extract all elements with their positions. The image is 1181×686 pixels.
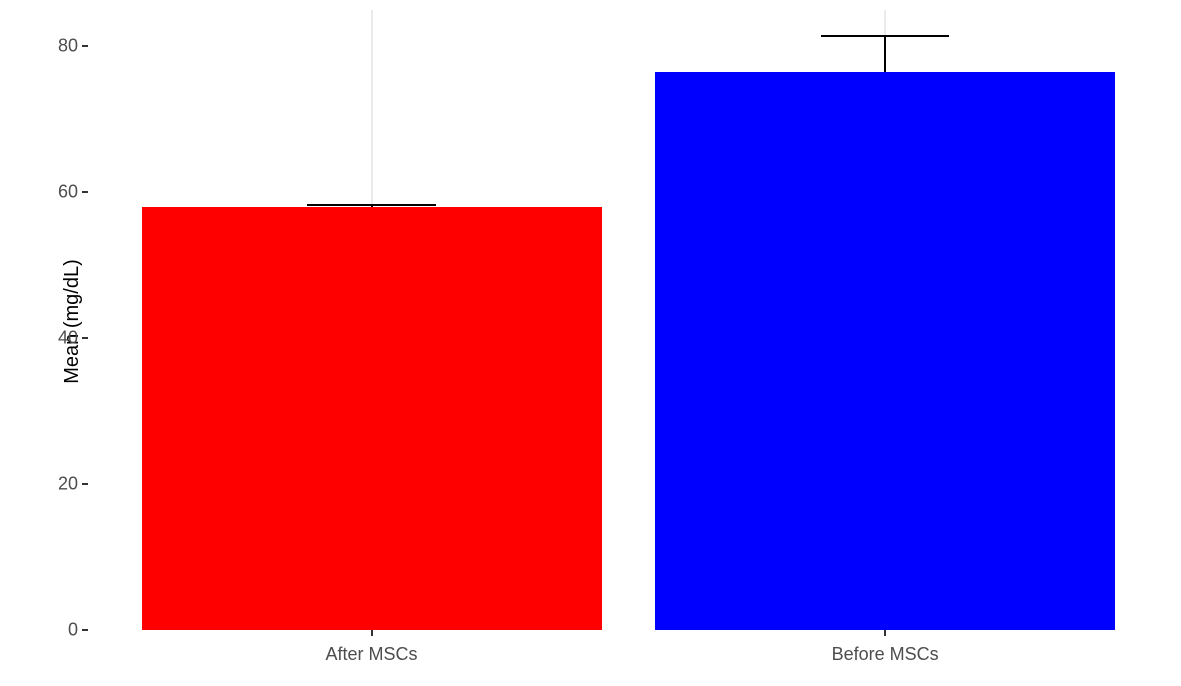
- y-tick-mark: [82, 483, 88, 485]
- x-tick-label: Before MSCs: [785, 644, 985, 665]
- error-bar-cap: [307, 204, 435, 206]
- x-tick-mark: [371, 630, 373, 636]
- error-bar: [884, 36, 886, 72]
- y-tick-label: 60: [28, 182, 78, 203]
- y-tick-mark: [82, 191, 88, 193]
- bar: [142, 207, 602, 630]
- y-tick-label: 20: [28, 474, 78, 495]
- y-tick-label: 0: [28, 620, 78, 641]
- chart-container: Mean (mg/dL) 0 20 40 60 80 After MSCs Before M…: [0, 0, 1181, 686]
- y-tick-label: 40: [28, 328, 78, 349]
- plot-area: [88, 10, 1158, 630]
- x-tick-label: After MSCs: [272, 644, 472, 665]
- error-bar-cap: [821, 35, 949, 37]
- bar: [655, 72, 1115, 630]
- x-tick-mark: [884, 630, 886, 636]
- y-tick-mark: [82, 45, 88, 47]
- y-tick-label: 80: [28, 36, 78, 57]
- y-tick-mark: [82, 629, 88, 631]
- y-axis-title: Mean (mg/dL): [61, 259, 84, 384]
- y-tick-mark: [82, 337, 88, 339]
